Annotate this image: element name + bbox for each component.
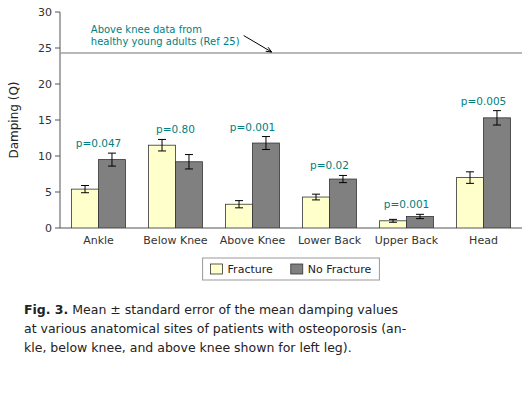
bar — [176, 162, 203, 228]
reference-line — [60, 52, 522, 54]
bar — [72, 189, 99, 228]
y-tick — [55, 48, 60, 49]
legend-swatch — [211, 264, 223, 274]
legend-label: No Fracture — [308, 263, 372, 276]
p-value: p=0.001 — [384, 198, 430, 210]
error-bar — [466, 172, 474, 184]
marks — [60, 53, 522, 228]
error-bar — [493, 111, 501, 125]
y-tick-label: 25 — [38, 42, 52, 55]
x-axis-line — [60, 228, 522, 229]
bar — [253, 143, 280, 228]
x-tick-label: Ankle — [83, 234, 114, 247]
caption-text: Mean ± standard error of the mean dampin… — [68, 302, 398, 317]
y-tick-label: 20 — [38, 78, 52, 91]
caption-text: kle, below knee, and above knee shown fo… — [24, 340, 352, 355]
y-tick — [55, 156, 60, 157]
bar — [484, 118, 511, 228]
x-tick-label: Head — [469, 234, 498, 247]
x-tick-label: Upper Back — [375, 234, 439, 247]
error-bar — [416, 214, 424, 218]
y-tick-label: 5 — [45, 186, 52, 199]
bar — [457, 178, 484, 228]
bar — [99, 160, 126, 228]
error-bar — [389, 219, 397, 222]
caption-line: Fig. 3. Mean ± standard error of the mea… — [24, 300, 514, 319]
y-tick-label: 10 — [38, 150, 52, 163]
annotation-line: Above knee data from — [91, 24, 202, 35]
page: {"chart_data": {"type": "bar", "categori… — [0, 0, 532, 413]
legend: Fracture No Fracture — [203, 258, 380, 280]
x-tick-label: Above Knee — [220, 234, 286, 247]
x-tick-label: Below Knee — [143, 234, 208, 247]
y-tick-label: 30 — [38, 6, 52, 19]
annotation-line: healthy young adults (Ref 25) — [91, 36, 240, 47]
y-tick-label: 15 — [38, 114, 52, 127]
annotation-arrow — [244, 36, 272, 53]
caption-text: at various anatomical sites of patients … — [24, 321, 406, 336]
chart: 0 5 10 15 20 25 30 Damping (Q) Ankle Below Knee Ab… — [0, 0, 532, 300]
y-tick-label: 0 — [45, 222, 52, 235]
y-tick — [55, 192, 60, 193]
legend-swatch — [291, 264, 303, 274]
error-bar — [339, 175, 347, 182]
error-bar — [158, 139, 166, 151]
bar — [330, 179, 357, 228]
legend-label: Fracture — [228, 263, 273, 276]
p-value: p=0.005 — [461, 95, 507, 107]
caption: Fig. 3. Mean ± standard error of the mea… — [24, 300, 514, 357]
p-value: p=0.02 — [310, 159, 349, 171]
y-tick — [55, 84, 60, 85]
p-value: p=0.001 — [230, 121, 276, 133]
bar — [303, 197, 330, 228]
y-axis: 0 5 10 15 20 25 30 — [38, 6, 522, 235]
y-axis-label: Damping (Q) — [7, 81, 21, 158]
y-tick — [55, 228, 60, 229]
p-value: p=0.047 — [76, 137, 122, 149]
error-bar — [108, 153, 116, 166]
annotation: Above knee data fromhealthy young adults… — [91, 24, 240, 47]
y-tick — [55, 120, 60, 121]
y-axis-line — [60, 12, 61, 228]
bar — [149, 145, 176, 228]
legend-frame — [203, 258, 380, 280]
error-bar — [312, 194, 320, 200]
x-tick-label: Lower Back — [298, 234, 362, 247]
error-bar — [235, 201, 243, 208]
annotation-arrow-head — [266, 47, 272, 52]
caption-bold: Fig. 3. — [24, 302, 68, 317]
caption-line: kle, below knee, and above knee shown fo… — [24, 338, 514, 357]
caption-line: at various anatomical sites of patients … — [24, 319, 514, 338]
error-bar — [81, 186, 89, 193]
error-bar — [185, 155, 193, 169]
error-bar — [262, 137, 270, 150]
p-value: p=0.80 — [156, 123, 195, 135]
y-tick — [55, 12, 60, 13]
